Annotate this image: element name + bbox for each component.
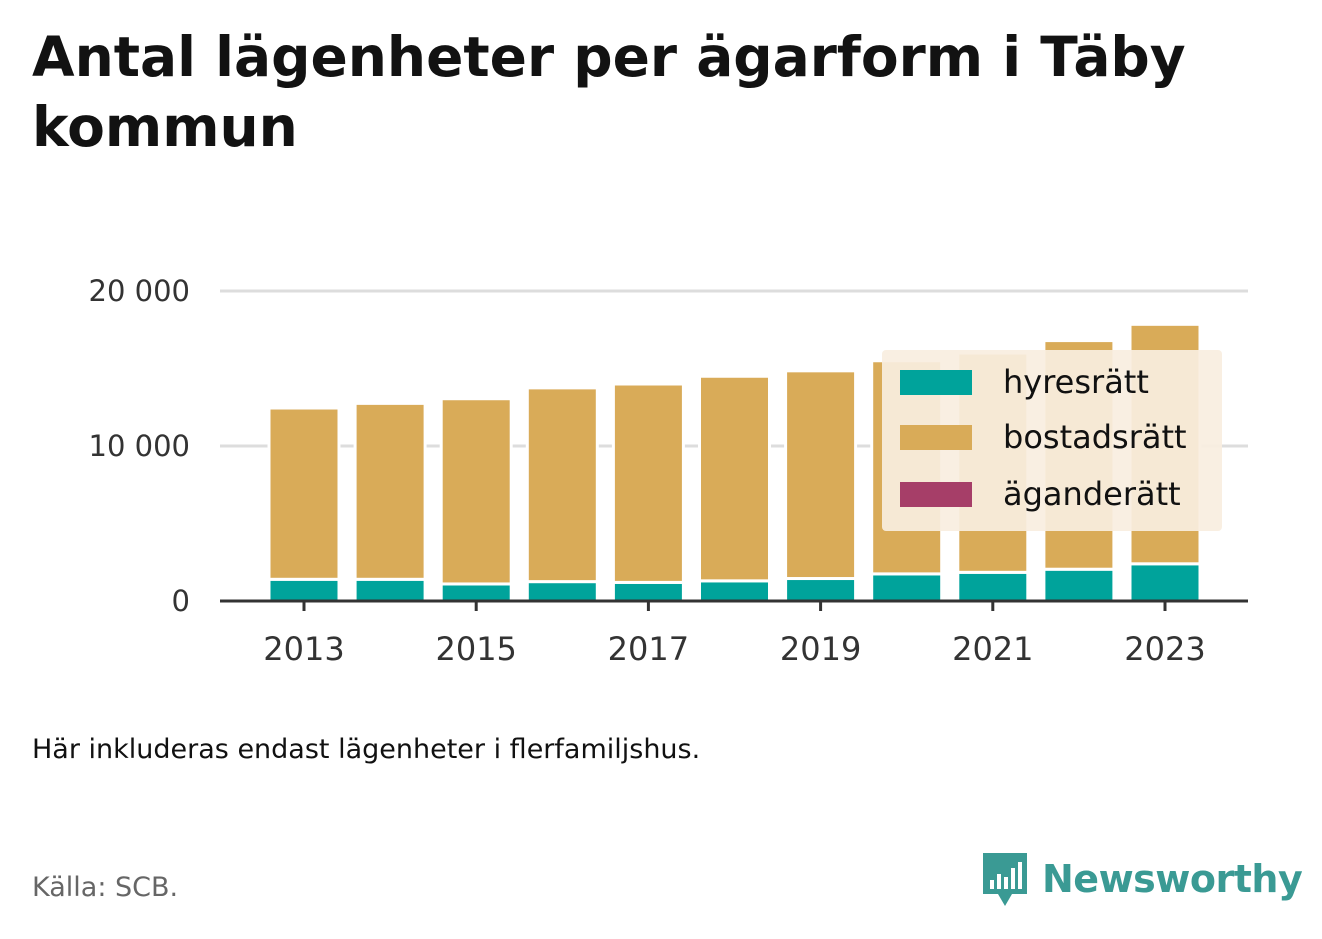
legend-label: hyresrätt [1003, 363, 1149, 401]
x-tick-label: 2021 [952, 630, 1033, 668]
bar-segment [1042, 567, 1116, 603]
bar-segment [611, 580, 685, 603]
bar-segment [956, 570, 1030, 603]
y-tick-label: 10 000 [89, 429, 190, 463]
x-tick-label: 2013 [263, 630, 344, 668]
bar-chart-speech-bubble-icon [983, 853, 1027, 906]
chart-title: Antal lägenheter per ägarform i Täby kom… [32, 25, 1186, 159]
bar-segment [698, 579, 771, 603]
brand-logo[interactable]: Newsworthy [980, 850, 1303, 908]
bar-segment [784, 369, 858, 581]
y-axis-labels: 0 10 000 20 000 [89, 274, 190, 618]
bar-segment [1128, 562, 1202, 603]
bar-segment [784, 577, 858, 603]
chart-note: Här inkluderas endast lägenheter i flerf… [32, 734, 701, 765]
x-tick-label: 2015 [435, 630, 516, 668]
legend-swatch [900, 370, 972, 395]
x-axis: 2013 2015 2017 2019 2021 2023 [220, 599, 1248, 668]
legend-swatch [900, 425, 972, 450]
y-tick-label: 0 [172, 584, 190, 618]
bar-segment [267, 577, 341, 603]
x-tick-label: 2017 [608, 630, 689, 668]
legend: hyresrätt bostadsrätt äganderätt [882, 350, 1222, 531]
bar-segment [439, 582, 513, 603]
y-tick-label: 20 000 [89, 274, 190, 308]
bar-segment [870, 572, 944, 603]
legend-label: bostadsrätt [1003, 418, 1187, 456]
legend-swatch [900, 482, 972, 507]
bar-segment [698, 374, 771, 583]
bar-segment [353, 577, 427, 603]
legend-label: äganderätt [1003, 475, 1181, 513]
x-tick-label: 2019 [780, 630, 861, 668]
bar-segment [525, 580, 599, 603]
bar-segment [525, 386, 599, 584]
x-tick-label: 2023 [1124, 630, 1205, 668]
source-credit: Källa: SCB. [32, 872, 179, 903]
brand-name: Newsworthy [1042, 857, 1303, 901]
bar-segment [353, 401, 427, 581]
bar-segment [611, 382, 685, 584]
bar-segment [439, 397, 513, 586]
bar-segment [267, 406, 341, 581]
